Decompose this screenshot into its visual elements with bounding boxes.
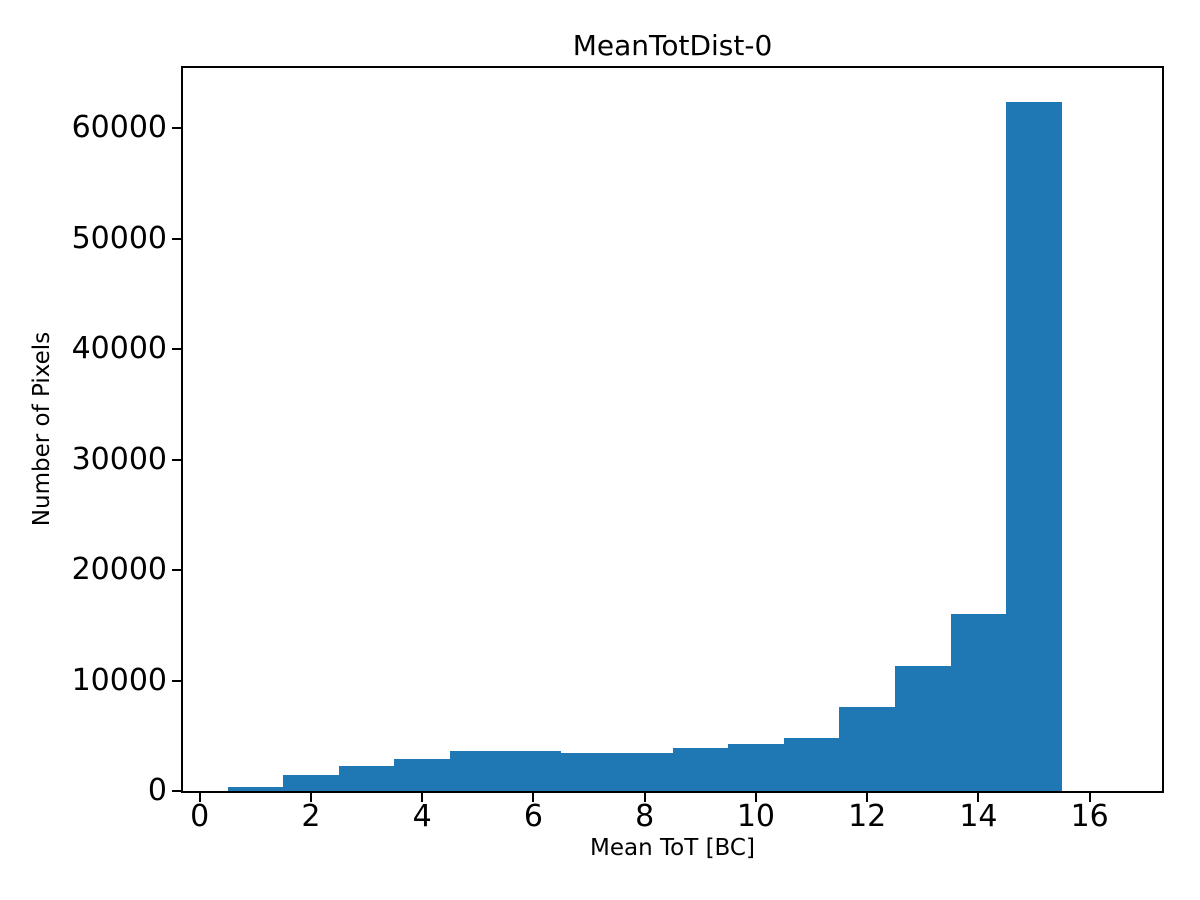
x-tick-label: 10 xyxy=(736,799,776,834)
x-tick-label: 8 xyxy=(635,799,655,834)
y-tick-label: 30000 xyxy=(71,441,167,477)
x-tick xyxy=(421,793,424,802)
chart-title: MeanTotDist-0 xyxy=(572,29,773,62)
histogram-bar xyxy=(672,748,729,791)
histogram-bar xyxy=(1006,102,1062,791)
histogram-bar xyxy=(283,775,339,791)
histogram-bar xyxy=(450,750,506,791)
histogram-bar xyxy=(839,707,895,791)
y-tick-label: 50000 xyxy=(71,220,167,256)
x-tick-label: 14 xyxy=(959,799,998,834)
histogram-bar xyxy=(895,665,951,791)
y-tick-label: 10000 xyxy=(71,662,167,698)
x-tick xyxy=(643,793,646,802)
histogram-bar xyxy=(338,765,395,791)
y-tick xyxy=(172,569,181,572)
plot-area xyxy=(181,66,1164,793)
y-tick xyxy=(172,790,181,792)
x-tick xyxy=(1088,793,1091,802)
y-tick xyxy=(172,679,181,682)
x-tick xyxy=(532,793,535,802)
y-tick xyxy=(172,237,181,240)
histogram-bar xyxy=(616,752,673,791)
histogram-bar xyxy=(394,758,450,791)
histogram-bar xyxy=(505,750,562,791)
x-tick-label: 0 xyxy=(190,799,210,834)
x-tick-label: 2 xyxy=(301,799,321,834)
x-tick-label: 16 xyxy=(1070,799,1109,834)
y-tick-label: 20000 xyxy=(71,552,167,588)
x-tick-label: 4 xyxy=(412,799,432,834)
histogram-bar xyxy=(950,613,1007,791)
x-tick xyxy=(977,793,980,802)
histogram-bar xyxy=(561,752,617,791)
histogram-bar xyxy=(783,738,840,791)
x-tick xyxy=(754,793,757,802)
y-tick xyxy=(172,348,181,351)
y-tick-label: 0 xyxy=(147,773,167,808)
y-tick xyxy=(172,458,181,461)
x-tick xyxy=(198,793,201,802)
x-tick xyxy=(309,793,312,802)
histogram-bar xyxy=(227,787,284,791)
y-tick xyxy=(172,127,181,130)
x-tick-label: 6 xyxy=(523,799,543,834)
x-tick xyxy=(866,793,869,802)
x-axis-label: Mean ToT [BC] xyxy=(590,835,755,861)
y-tick-label: 60000 xyxy=(71,110,167,146)
y-tick-label: 40000 xyxy=(71,331,167,367)
histogram-bar xyxy=(728,743,784,791)
x-tick-label: 12 xyxy=(848,799,887,834)
